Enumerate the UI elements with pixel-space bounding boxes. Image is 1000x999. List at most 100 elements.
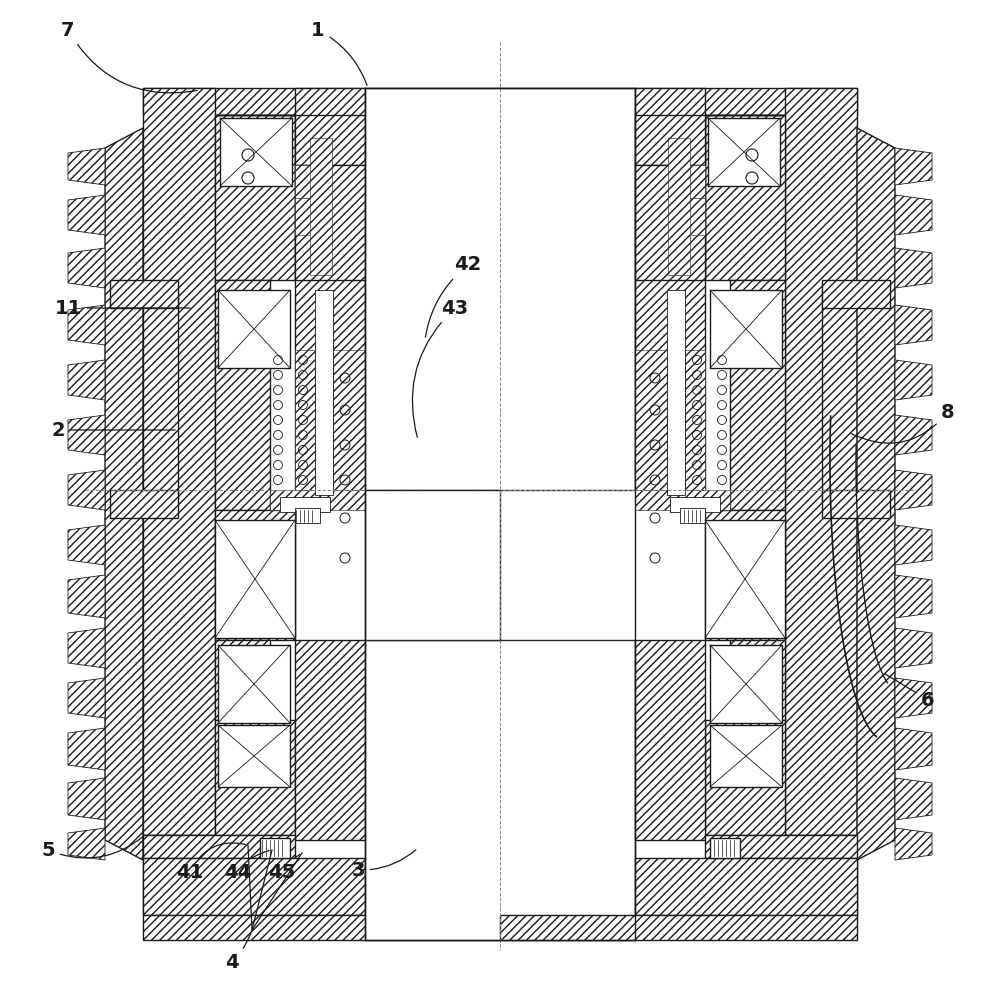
Bar — [705, 520, 785, 638]
Text: 3: 3 — [351, 850, 416, 879]
Polygon shape — [635, 88, 705, 490]
Bar — [680, 508, 705, 523]
Bar — [670, 497, 720, 512]
Polygon shape — [857, 128, 895, 860]
Text: 2: 2 — [51, 421, 175, 440]
Polygon shape — [143, 290, 178, 500]
Polygon shape — [68, 148, 105, 185]
Polygon shape — [110, 280, 178, 308]
Polygon shape — [68, 305, 105, 345]
Polygon shape — [895, 470, 932, 510]
Bar — [708, 118, 780, 186]
Bar — [365, 640, 635, 940]
Polygon shape — [310, 138, 332, 275]
Polygon shape — [685, 350, 705, 490]
Polygon shape — [295, 350, 315, 490]
Polygon shape — [143, 915, 500, 940]
Polygon shape — [635, 490, 730, 510]
Polygon shape — [295, 88, 365, 490]
Bar — [710, 645, 782, 723]
Text: 6: 6 — [884, 673, 935, 709]
Polygon shape — [295, 640, 365, 840]
Bar — [710, 725, 782, 787]
Polygon shape — [143, 835, 215, 915]
Polygon shape — [822, 290, 857, 500]
Polygon shape — [895, 778, 932, 820]
Polygon shape — [215, 115, 295, 280]
Polygon shape — [730, 280, 785, 510]
Text: 4: 4 — [225, 933, 251, 972]
Text: 43: 43 — [412, 299, 469, 438]
Polygon shape — [68, 525, 105, 565]
Polygon shape — [68, 195, 105, 235]
Polygon shape — [895, 525, 932, 565]
Polygon shape — [668, 138, 690, 275]
Polygon shape — [68, 470, 105, 510]
Polygon shape — [635, 858, 857, 915]
Polygon shape — [143, 88, 857, 115]
Polygon shape — [895, 248, 932, 288]
Bar — [315, 290, 333, 495]
Polygon shape — [895, 628, 932, 668]
Polygon shape — [68, 628, 105, 668]
Polygon shape — [705, 115, 785, 280]
Bar — [220, 118, 292, 186]
Polygon shape — [215, 640, 270, 720]
Text: 11: 11 — [54, 299, 190, 318]
Polygon shape — [215, 510, 295, 640]
Polygon shape — [215, 115, 365, 165]
Polygon shape — [705, 510, 785, 640]
Text: 7: 7 — [61, 21, 197, 93]
Polygon shape — [500, 915, 857, 940]
Polygon shape — [635, 115, 785, 165]
Text: 42: 42 — [425, 256, 482, 338]
Polygon shape — [295, 198, 328, 235]
Polygon shape — [68, 575, 105, 618]
Polygon shape — [785, 835, 857, 915]
Polygon shape — [68, 415, 105, 455]
Bar — [218, 725, 290, 787]
Polygon shape — [333, 350, 365, 490]
Text: 45: 45 — [268, 854, 300, 881]
Bar — [295, 508, 320, 523]
Bar — [710, 290, 782, 368]
Polygon shape — [295, 165, 365, 280]
Polygon shape — [270, 490, 365, 510]
Polygon shape — [895, 195, 932, 235]
Text: 1: 1 — [311, 21, 367, 85]
Polygon shape — [68, 778, 105, 820]
Text: 41: 41 — [176, 843, 245, 881]
Polygon shape — [895, 415, 932, 455]
Polygon shape — [895, 575, 932, 618]
Bar — [215, 520, 295, 638]
Bar — [280, 497, 330, 512]
Bar — [710, 838, 740, 858]
Polygon shape — [110, 490, 178, 518]
Polygon shape — [68, 728, 105, 770]
Polygon shape — [143, 858, 365, 915]
Polygon shape — [68, 248, 105, 288]
Polygon shape — [672, 165, 705, 198]
Polygon shape — [635, 640, 705, 840]
Bar — [218, 645, 290, 723]
Bar — [260, 838, 290, 858]
Polygon shape — [215, 720, 295, 835]
Polygon shape — [785, 88, 857, 835]
Polygon shape — [705, 720, 785, 835]
Text: 44: 44 — [224, 850, 269, 881]
Polygon shape — [705, 835, 857, 858]
Polygon shape — [895, 678, 932, 718]
Polygon shape — [143, 835, 295, 858]
Polygon shape — [68, 828, 105, 860]
Polygon shape — [895, 728, 932, 770]
Polygon shape — [635, 165, 705, 280]
Polygon shape — [105, 128, 143, 860]
Polygon shape — [895, 828, 932, 860]
Polygon shape — [68, 360, 105, 400]
Bar — [365, 88, 635, 490]
Polygon shape — [215, 280, 270, 510]
Polygon shape — [822, 490, 890, 518]
Text: 8: 8 — [850, 403, 955, 444]
Text: 5: 5 — [41, 837, 143, 859]
Polygon shape — [895, 305, 932, 345]
